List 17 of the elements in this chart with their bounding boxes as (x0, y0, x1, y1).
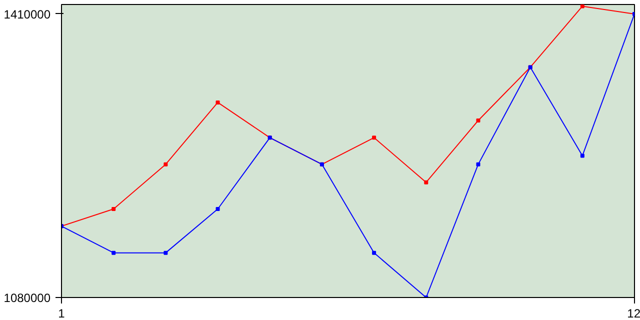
point (164, 162, 168, 166)
point (424, 180, 428, 184)
x-tick-label: 1 (58, 306, 66, 320)
point (476, 118, 480, 122)
point (372, 136, 376, 140)
y-tick-label: 1410000 (4, 7, 51, 22)
point (216, 100, 220, 104)
y-tick-label: 1080000 (4, 291, 51, 305)
x-tick-label: 12 (627, 306, 640, 320)
point (580, 4, 584, 8)
point (476, 162, 480, 166)
point (372, 250, 376, 255)
point (112, 207, 116, 211)
point (580, 154, 584, 158)
point (112, 250, 116, 255)
point (164, 250, 168, 255)
point (216, 207, 220, 211)
